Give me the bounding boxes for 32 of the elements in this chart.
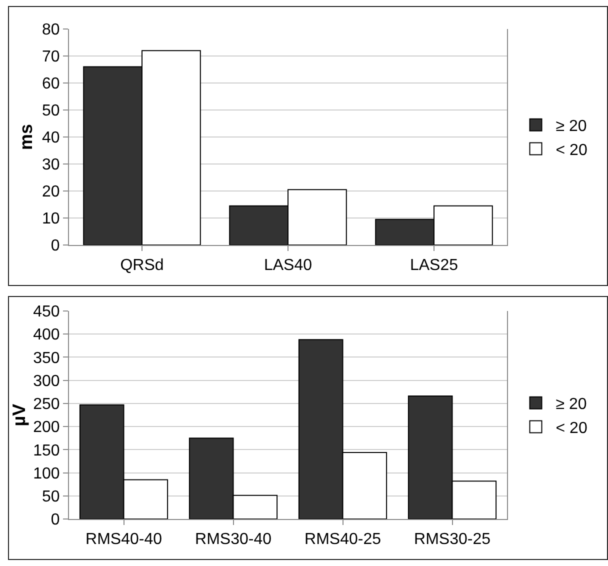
x-tick-label: RMS40-25 — [304, 531, 382, 548]
y-tick-label: 50 — [42, 102, 60, 120]
x-tick-label: QRSd — [120, 257, 164, 274]
y-tick-label: 30 — [42, 156, 60, 174]
y-tick-label: 50 — [42, 488, 60, 506]
y-tick-label: 70 — [42, 48, 60, 66]
x-tick-label: LAS40 — [264, 257, 312, 274]
y-tick-label: 400 — [33, 326, 60, 344]
legend-label: ≥ 20 — [556, 396, 587, 414]
y-tick-label: 60 — [42, 76, 60, 93]
x-tick-label: RMS30-40 — [195, 531, 272, 548]
y-tick-label: 40 — [42, 130, 60, 147]
legend-label: ≥ 20 — [556, 118, 587, 136]
y-tick-label: 80 — [42, 22, 60, 39]
y-tick-label: 0 — [50, 512, 60, 529]
y-tick-label: 450 — [33, 304, 60, 321]
y-tick-label: 0 — [50, 238, 60, 255]
legend-label: < 20 — [556, 420, 588, 437]
y-tick-label: 10 — [42, 210, 60, 228]
legend-label: < 20 — [556, 142, 588, 159]
y-axis-title: µV — [9, 404, 29, 426]
y-tick-label: 350 — [33, 350, 60, 367]
y-tick-label: 250 — [33, 396, 60, 414]
y-tick-label: 150 — [33, 442, 60, 460]
y-axis-title: ms — [16, 124, 36, 150]
x-tick-label: RMS40-40 — [86, 531, 162, 548]
x-tick-label: LAS25 — [410, 257, 458, 274]
y-tick-label: 300 — [33, 372, 60, 390]
y-tick-label: 20 — [42, 184, 60, 201]
y-tick-label: 100 — [33, 465, 60, 482]
y-tick-label: 200 — [33, 419, 60, 436]
x-tick-label: RMS30-25 — [414, 531, 491, 548]
